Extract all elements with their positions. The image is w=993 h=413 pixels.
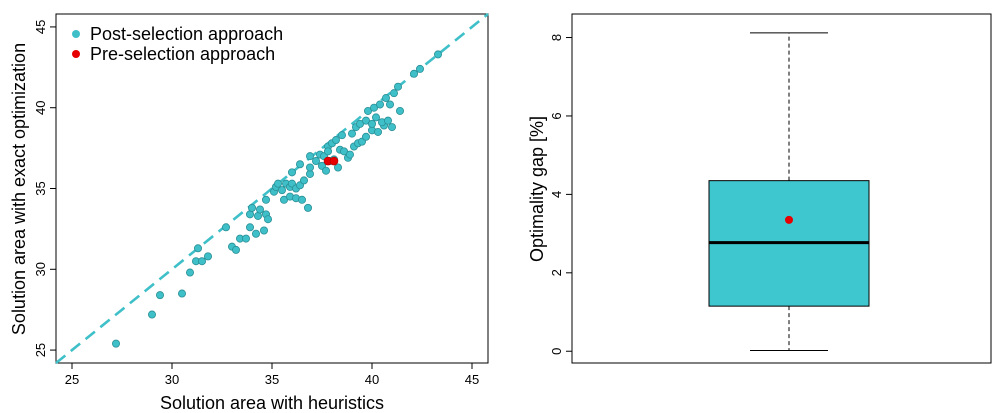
post-selection-point <box>347 129 356 138</box>
legend-marker-post-selection <box>72 30 80 38</box>
post-selection-point <box>287 168 296 177</box>
scatter-x-axis-label: Solution area with heuristics <box>160 393 384 413</box>
post-selection-point <box>277 186 286 195</box>
scatter-y-axis: 25 30 35 40 45 <box>33 20 56 357</box>
legend-marker-pre-selection <box>72 50 80 58</box>
post-selection-point <box>321 166 330 175</box>
post-selection-point <box>305 152 314 161</box>
post-selection-point <box>147 310 156 319</box>
post-selection-point <box>203 252 212 261</box>
post-selection-point <box>337 131 346 140</box>
post-selection-point <box>331 136 340 145</box>
boxplot-y-axis-label: Optimality gap [%] <box>527 116 547 262</box>
post-selection-point <box>361 116 370 125</box>
legend-label-pre-selection: Pre-selection approach <box>90 44 275 64</box>
post-selection-point <box>255 205 264 214</box>
post-selection-point <box>197 257 206 266</box>
post-selection-point <box>261 195 270 204</box>
x-tick-label: 35 <box>265 372 279 387</box>
y-tick-label: 0 <box>549 348 564 355</box>
post-selection-point <box>231 245 240 254</box>
post-selection-point <box>305 163 314 172</box>
post-selection-point <box>177 289 186 298</box>
post-selection-point <box>323 147 332 156</box>
pre-selection-point <box>329 156 339 166</box>
post-selection-point <box>385 100 394 109</box>
post-selection-point <box>369 103 378 112</box>
post-selection-point <box>251 229 260 238</box>
post-selection-point <box>433 50 442 59</box>
scatter-panel: 25 30 35 40 45 25 30 35 40 45 Post-selection app… <box>9 12 489 413</box>
post-selection-point <box>395 106 404 115</box>
y-tick-label: 45 <box>33 20 48 34</box>
post-selection-point <box>339 147 348 156</box>
post-selection-point <box>311 157 320 166</box>
post-selection-point <box>389 89 398 98</box>
post-selection-point <box>415 64 424 73</box>
post-selection-point <box>221 223 230 232</box>
post-selection-point <box>361 132 370 141</box>
y-tick-label: 35 <box>33 181 48 195</box>
post-selection-point <box>297 195 306 204</box>
post-selection-point <box>363 106 372 115</box>
post-selection-point <box>279 195 288 204</box>
boxplot-frame <box>571 13 992 364</box>
post-selection-point <box>241 234 250 243</box>
x-tick-label: 40 <box>365 372 379 387</box>
post-selection-point <box>259 226 268 235</box>
y-tick-label: 4 <box>549 191 564 198</box>
mean-marker <box>785 215 793 224</box>
post-selection-point <box>383 116 392 125</box>
post-selection-point <box>112 339 121 348</box>
y-tick-label: 2 <box>549 269 564 276</box>
post-selection-point <box>155 291 164 300</box>
post-selection-point <box>393 82 402 91</box>
post-selection-point <box>247 203 256 212</box>
post-selection-point <box>303 203 312 212</box>
y-tick-label: 30 <box>33 262 48 276</box>
boxplot-panel: 0 2 4 6 8 Optimality gap [%] <box>527 13 992 364</box>
y-tick-label: 40 <box>33 100 48 114</box>
post-selection-point <box>295 160 304 169</box>
y-tick-label: 25 <box>33 343 48 357</box>
x-tick-label: 25 <box>65 372 79 387</box>
boxplot <box>708 32 870 351</box>
post-selection-point <box>345 150 354 159</box>
post-selection-point <box>367 119 376 128</box>
post-selection-point <box>273 179 282 188</box>
post-selection-point <box>185 268 194 277</box>
post-selection-point <box>381 94 390 103</box>
legend: Post-selection approach Pre-selection ap… <box>72 24 283 64</box>
x-tick-label: 30 <box>165 372 179 387</box>
x-tick-label: 45 <box>465 372 479 387</box>
scatter-x-axis: 25 30 35 40 45 <box>65 363 479 387</box>
y-tick-label: 8 <box>549 34 564 41</box>
post-selection-point <box>371 113 380 122</box>
post-selection-point <box>245 223 254 232</box>
legend-label-post-selection: Post-selection approach <box>90 24 283 44</box>
post-selection-point <box>373 127 382 136</box>
post-selection-point <box>409 69 418 78</box>
post-selection-point <box>375 100 384 109</box>
y-tick-label: 6 <box>549 112 564 119</box>
boxplot-y-axis: 0 2 4 6 8 <box>549 34 572 355</box>
post-selection-point <box>333 163 342 172</box>
scatter-y-axis-label: Solution area with exact optimization <box>9 43 29 335</box>
post-selection-point <box>263 215 272 224</box>
post-selection-point <box>355 119 364 128</box>
scatter-points <box>112 50 442 348</box>
post-selection-point <box>299 176 308 185</box>
post-selection-point <box>387 123 396 132</box>
post-selection-point <box>193 244 202 253</box>
